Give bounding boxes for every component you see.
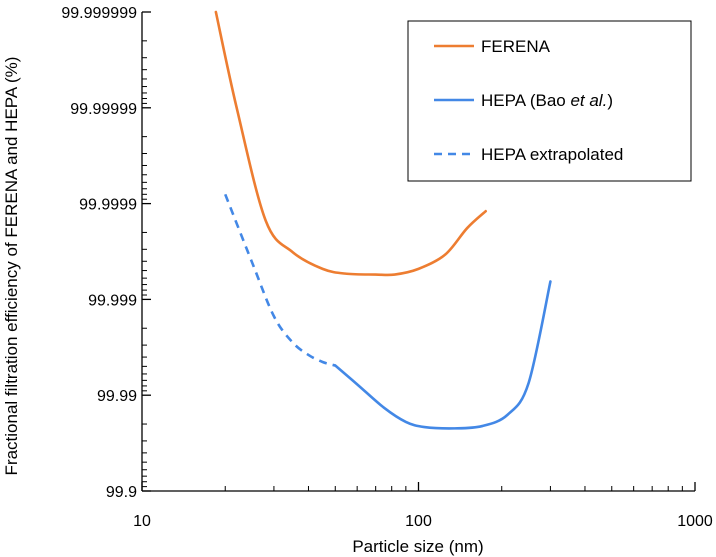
x-axis-title: Particle size (nm) xyxy=(352,537,483,556)
legend: FERENA HEPA (Bao et al.) HEPA extrapolat… xyxy=(407,20,692,182)
x-tick-label: 10 xyxy=(133,513,151,530)
y-tick-label: 99.999999 xyxy=(61,5,137,22)
x-tick-label: 1000 xyxy=(677,513,713,530)
series-line-ferena xyxy=(214,10,487,277)
y-ticks: 99.9 99.99 99.999 99.9999 99.99999 99.999999 xyxy=(61,5,151,501)
y-tick-label: 99.99 xyxy=(97,388,137,405)
y-tick-label: 99.999 xyxy=(88,292,137,309)
y-tick-label: 99.99999 xyxy=(70,101,137,118)
y-tick-label: 99.9999 xyxy=(79,197,137,214)
x-ticks: 10 100 1000 xyxy=(133,482,713,530)
legend-label-hepa-suffix: ) xyxy=(607,91,613,110)
legend-label-hepa-extrapolated: HEPA extrapolated xyxy=(481,145,623,164)
legend-label-hepa: HEPA (Bao et al.) xyxy=(481,91,613,110)
legend-label-ferena: FERENA xyxy=(481,37,551,56)
legend-label-hepa-prefix: HEPA (Bao xyxy=(481,91,570,110)
series-line-hepa-extrapolated xyxy=(224,193,336,367)
y-tick-label: 99.9 xyxy=(106,484,137,501)
y-axis-title: Fractional filtration efficiency of FERE… xyxy=(2,57,21,476)
x-tick-label: 100 xyxy=(405,513,432,530)
legend-label-hepa-italic: et al. xyxy=(570,91,607,110)
series-line-hepa xyxy=(333,280,552,430)
